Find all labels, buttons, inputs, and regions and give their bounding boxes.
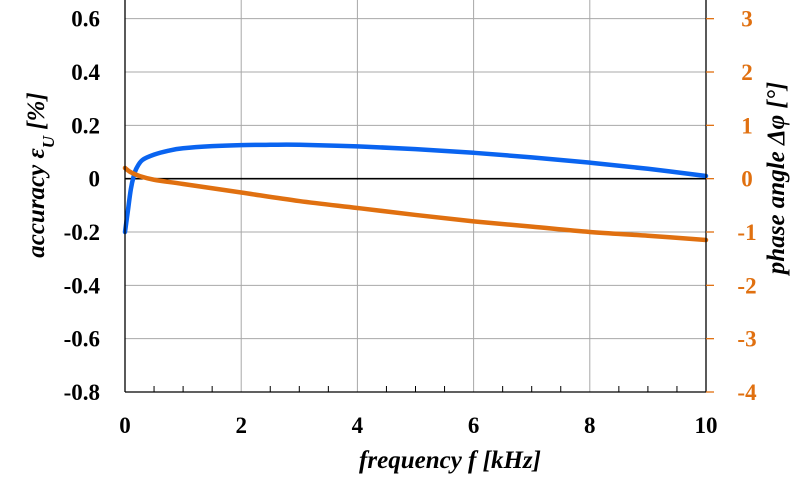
y-left-tick-label: -0.6 xyxy=(64,327,100,352)
y-left-axis-title: accuracy εU [%] xyxy=(23,92,58,258)
y-left-tick-label: 0.6 xyxy=(71,7,100,32)
axes xyxy=(124,0,714,393)
y-left-axis-title-unit: [%] xyxy=(23,92,50,136)
y-right-tick-label: 2 xyxy=(741,60,753,85)
y-right-tick-label: -2 xyxy=(737,273,756,298)
y-right-axis-title: phase angle Δφ [°] xyxy=(763,82,790,276)
y-left-axis-title-main: accuracy ε xyxy=(23,148,50,258)
grid xyxy=(125,0,706,392)
y-left-tick-label: 0 xyxy=(89,167,101,192)
x-tick-label: 10 xyxy=(695,413,718,438)
x-tick-label: 2 xyxy=(235,413,247,438)
series-layer xyxy=(122,142,709,243)
y-left-tick-label: -0.2 xyxy=(64,220,100,245)
y-right-tick-label: -4 xyxy=(737,380,757,405)
y-right-tick-label: 0 xyxy=(741,167,753,192)
y-right-tick-label: -3 xyxy=(737,327,756,352)
y-left-tick-label: 0.2 xyxy=(71,113,100,138)
y-left-tick-label: -0.4 xyxy=(64,273,101,298)
x-tick-label: 6 xyxy=(468,413,480,438)
x-tick-label: 0 xyxy=(119,413,131,438)
y-left-axis-title-subscript: U xyxy=(39,135,58,148)
y-right-tick-label: 1 xyxy=(741,113,753,138)
y-right-tick-label: -1 xyxy=(737,220,756,245)
x-tick-label: 4 xyxy=(352,413,364,438)
phase-angle-line xyxy=(122,165,709,243)
x-axis-title: frequency f [kHz] xyxy=(359,447,541,474)
y-left-tick-label: -0.8 xyxy=(64,380,100,405)
ticks: 0 2 4 6 8 100.60.40.20-0.2-0.4-0.6-0.83210-1-… xyxy=(64,7,757,438)
y-right-tick-label: 3 xyxy=(741,7,753,32)
x-tick-label: 8 xyxy=(584,413,596,438)
y-left-tick-label: 0.4 xyxy=(71,60,100,85)
